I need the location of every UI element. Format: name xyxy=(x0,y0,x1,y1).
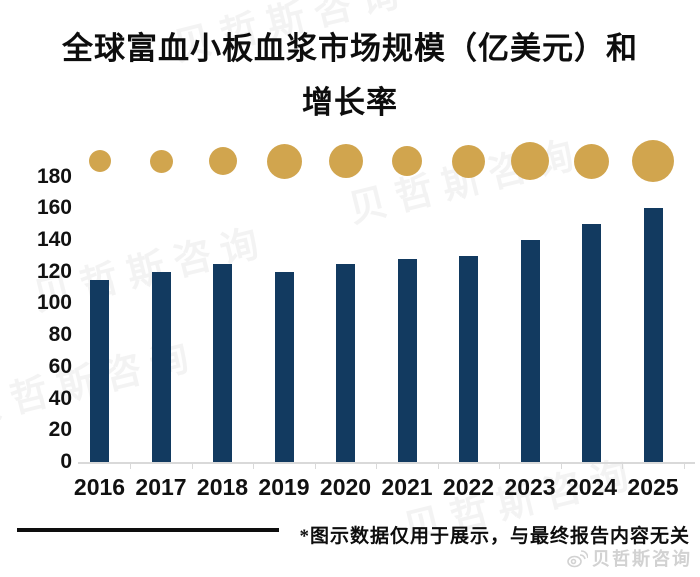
x-axis-tick xyxy=(499,464,501,469)
y-axis-tick-label: 140 xyxy=(36,227,72,251)
x-axis-tick xyxy=(437,464,439,469)
x-axis-line xyxy=(78,462,695,464)
x-axis-tick xyxy=(314,464,316,469)
x-axis-label-2017: 2017 xyxy=(135,474,187,500)
growth-bubble-2023 xyxy=(511,142,549,180)
bar-2018 xyxy=(213,263,232,462)
x-axis-tick xyxy=(191,464,193,469)
x-axis-label-2019: 2019 xyxy=(258,474,310,500)
bar-2023 xyxy=(520,239,540,462)
x-axis-label-2022: 2022 xyxy=(442,474,495,500)
x-axis-tick xyxy=(376,464,378,469)
y-axis-tick-label: 20 xyxy=(48,418,72,442)
bar-2024 xyxy=(582,224,601,462)
y-axis-tick-label: 80 xyxy=(48,323,72,347)
y-axis-tick-label: 100 xyxy=(36,291,72,315)
footer-divider xyxy=(17,528,279,532)
growth-bubble-2024 xyxy=(574,143,609,179)
bar-2020 xyxy=(336,263,355,462)
y-axis-tick-label: 180 xyxy=(36,164,72,188)
bar-2017 xyxy=(151,271,171,462)
bar-2016 xyxy=(90,279,109,462)
brand-watermark: 贝哲斯咨询 xyxy=(566,545,692,571)
x-axis-tick xyxy=(253,464,255,469)
bar-2022 xyxy=(459,255,478,462)
y-axis-tick-label: 160 xyxy=(36,196,72,220)
disclaimer-note: *图示数据仅用于展示，与最终报告内容无关 xyxy=(299,526,690,547)
x-axis-label-2024: 2024 xyxy=(565,474,618,500)
y-axis-tick-label: 40 xyxy=(48,386,72,410)
y-axis-tick-label: 0 xyxy=(60,450,72,473)
x-axis-label-2016: 2016 xyxy=(73,474,126,500)
x-axis-label-2025: 2025 xyxy=(627,474,679,500)
growth-bubble-2019 xyxy=(266,143,302,179)
growth-bubble-2022 xyxy=(452,144,485,178)
growth-bubble-2020 xyxy=(328,144,363,178)
x-axis-label-2018: 2018 xyxy=(196,474,249,500)
growth-bubble-2018 xyxy=(208,147,237,175)
chart-title-line1: 全球富血小板血浆市场规模（亿美元）和 xyxy=(62,31,638,66)
y-axis-tick-label: 120 xyxy=(36,259,72,283)
growth-bubble-2021 xyxy=(392,146,422,176)
growth-bubble-2017 xyxy=(149,149,173,173)
brand-watermark-text: 贝哲斯咨询 xyxy=(592,549,692,569)
x-axis-tick xyxy=(560,464,562,469)
x-axis-label-2021: 2021 xyxy=(381,474,433,500)
bar-2025 xyxy=(643,208,663,462)
chart-title: 全球富血小板血浆市场规模（亿美元）和 增长率 xyxy=(10,22,690,130)
growth-bubble-2025 xyxy=(632,140,674,182)
growth-bubble-2016 xyxy=(88,150,111,172)
chart-title-line2: 增长率 xyxy=(302,85,398,120)
bar-2021 xyxy=(397,258,417,462)
y-axis-tick-label: 60 xyxy=(48,354,72,378)
x-axis-label-2023: 2023 xyxy=(504,474,556,500)
x-axis-tick xyxy=(683,464,685,469)
x-axis-tick xyxy=(130,464,132,469)
weibo-icon xyxy=(566,549,588,568)
bar-2019 xyxy=(274,271,294,462)
x-axis-label-2020: 2020 xyxy=(319,474,372,500)
x-axis-tick xyxy=(622,464,624,469)
